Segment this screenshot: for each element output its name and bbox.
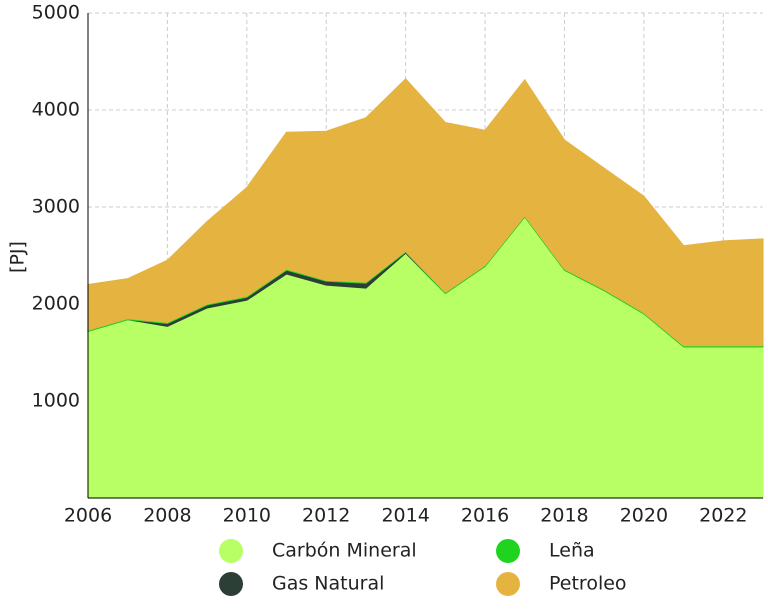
x-tick-label: 2010	[223, 505, 271, 527]
x-tick-label: 2014	[381, 505, 429, 527]
y-tick-label: 3000	[32, 196, 80, 218]
x-tick-label: 2016	[461, 505, 509, 527]
legend-marker	[219, 572, 243, 596]
y-tick-label: 1000	[32, 390, 80, 412]
legend-marker	[496, 572, 520, 596]
y-tick-label: 5000	[32, 2, 80, 24]
legend-label: Petroleo	[549, 573, 627, 595]
x-tick-label: 2008	[143, 505, 191, 527]
y-axis-label: [PJ]	[7, 241, 29, 273]
legend-label: Gas Natural	[272, 573, 384, 595]
legend-label: Carbón Mineral	[272, 540, 417, 562]
area	[87, 78, 764, 347]
legend-marker	[219, 539, 243, 563]
y-tick-label: 2000	[32, 293, 80, 315]
x-tick-label: 2022	[699, 505, 747, 527]
legend-marker	[496, 539, 520, 563]
legend-label: Leña	[549, 540, 595, 562]
x-tick-label: 2006	[64, 505, 112, 527]
x-tick-label: 2018	[540, 505, 588, 527]
x-tick-label: 2020	[620, 505, 668, 527]
x-tick-label: 2012	[302, 505, 350, 527]
y-tick-label: 4000	[32, 99, 80, 121]
